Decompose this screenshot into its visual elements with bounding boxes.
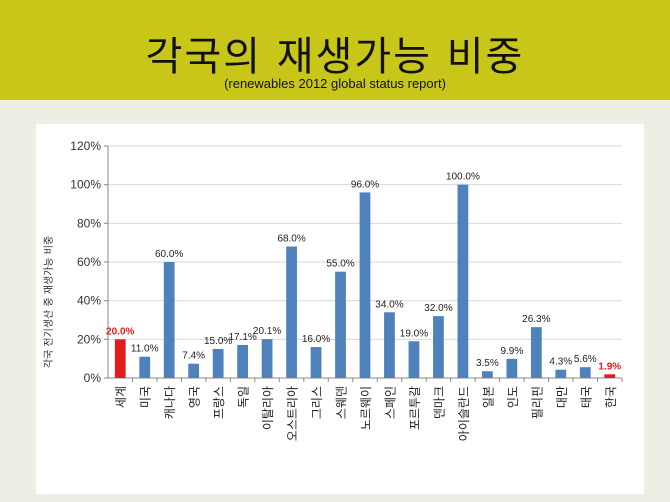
bar-아이슬란드 [457,184,469,378]
x-tick-label: 포르투갈 [408,386,422,430]
slide-title: 각국의 재생가능 비중 [145,34,525,80]
bar-독일 [237,344,249,378]
bar-오스트리아 [286,246,297,378]
bar-스웨덴 [335,271,346,378]
data-label: 34.0% [375,299,403,310]
bar-대만 [555,369,567,378]
bar-chart: 0% 20% 40% 60% 80% 100% 120% 20.0% 11.0% 60.0% 7.… [43,139,623,441]
bar-인도 [506,358,518,378]
x-tick-label: 아이슬란드 [457,386,471,441]
x-tick-label: 한국 [604,386,618,408]
bar-노르웨이 [359,192,371,378]
data-label: 32.0% [424,303,452,314]
data-label: 20.0% [106,326,134,337]
data-label: 11.0% [131,344,159,355]
data-label: 96.0% [351,179,379,190]
data-label: 5.6% [574,354,597,365]
x-tick-label: 독일 [237,386,251,408]
data-label: 1.9% [598,361,621,372]
data-label: 55.0% [326,259,354,270]
data-label: 4.3% [549,357,572,368]
data-label: 68.0% [277,234,305,245]
bar-덴마크 [433,316,444,378]
data-label: 20.1% [253,326,281,337]
x-tick-label: 인도 [506,386,520,408]
data-label: 26.3% [522,314,550,325]
bars [114,184,616,378]
bar-미국 [139,356,151,378]
x-tick-label: 필리핀 [530,386,544,419]
x-tick-label: 덴마크 [432,386,446,419]
data-label: 16.0% [302,334,330,345]
x-tick-label: 스웨덴 [335,386,349,419]
bar-이탈리아 [261,339,273,378]
y-tick-label: 20% [77,332,101,346]
bar-영국 [188,363,200,378]
bar-스페인 [384,312,395,378]
bar-그리스 [310,347,322,378]
y-tick-label: 60% [77,255,101,269]
data-label: 19.0% [400,328,428,339]
x-tick-label: 노르웨이 [359,386,373,430]
bar-태국 [579,367,591,378]
x-tick-label: 프랑스 [212,386,226,419]
x-tick-label: 오스트리아 [286,386,300,441]
bar-일본 [481,371,493,378]
x-tick-label: 영국 [188,386,202,408]
y-tick-label: 0% [84,371,102,385]
x-tick-label: 그리스 [310,386,324,419]
bar-캐나다 [163,262,175,378]
x-tick-label: 대만 [555,386,569,408]
slide-subtitle: (renewables 2012 global status report) [224,76,446,91]
bar-한국 [604,374,616,378]
data-label: 60.0% [155,249,183,260]
y-tick-label: 40% [77,294,101,308]
data-label: 15.0% [204,336,232,347]
data-label: 7.4% [182,351,205,362]
bar-세계 [114,339,126,378]
x-tick-label: 이탈리아 [261,386,275,430]
bar-프랑스 [212,349,224,378]
x-tick-label: 태국 [579,386,593,408]
data-labels: 20.0% 11.0% 60.0% 7.4% 15.0%17.1%20.1% 68.0% 1… [106,172,621,373]
x-tick-label: 세계 [114,386,128,408]
y-tick-label: 120% [70,139,101,153]
y-tick-label: 100% [70,178,101,192]
bar-포르투갈 [408,341,420,378]
y-axis-label: 각국 전기생산 중 재생가능 비중 [43,236,55,368]
x-tick-label: 스페인 [383,386,397,419]
data-label: 3.5% [476,358,499,369]
data-label: 9.9% [500,346,523,357]
x-tick-labels: 세계 미국 캐나다 영국 프랑스 독일 이탈리아 오스트리아 그리스 스웨덴 노르웨이 스페인 포르투갈… [114,386,618,441]
y-tick-label: 80% [77,216,101,230]
x-tick-label: 캐나다 [163,386,177,419]
bar-필리핀 [530,327,542,378]
slide-header: 각국의 재생가능 비중 (renewables 2012 global stat… [0,0,670,100]
x-tick-label: 일본 [481,386,495,408]
data-label: 100.0% [446,172,480,183]
data-label: 17.1% [228,332,256,343]
x-tick-label: 미국 [139,386,153,408]
